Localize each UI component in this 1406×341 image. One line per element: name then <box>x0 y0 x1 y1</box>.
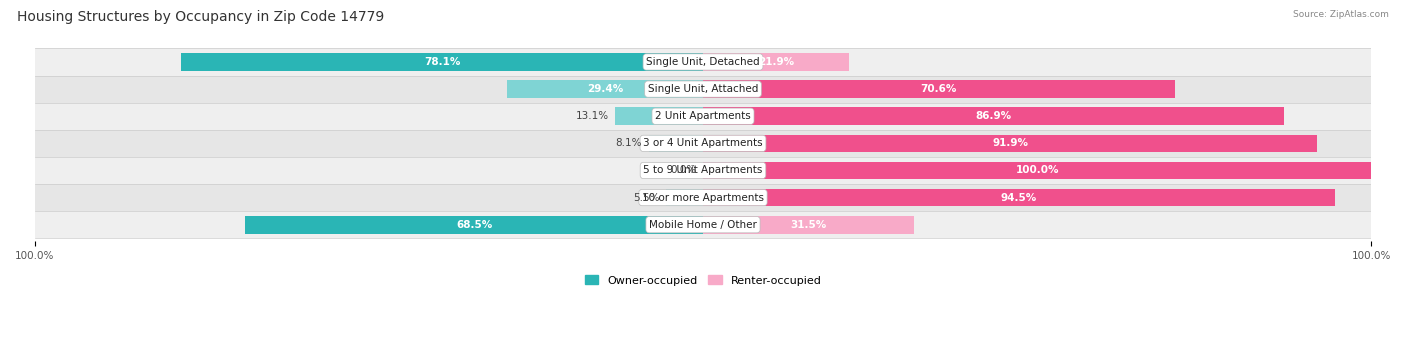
Text: 70.6%: 70.6% <box>921 84 957 94</box>
Bar <box>181 53 703 71</box>
Bar <box>35 75 1371 103</box>
Text: 100.0%: 100.0% <box>1015 165 1059 176</box>
Text: 68.5%: 68.5% <box>456 220 492 230</box>
Text: 2 Unit Apartments: 2 Unit Apartments <box>655 111 751 121</box>
Bar <box>666 189 703 206</box>
Bar <box>703 216 914 234</box>
Bar <box>35 103 1371 130</box>
Text: 13.1%: 13.1% <box>575 111 609 121</box>
Bar <box>245 216 703 234</box>
Text: 21.9%: 21.9% <box>758 57 794 67</box>
Bar <box>35 184 1371 211</box>
Text: Source: ZipAtlas.com: Source: ZipAtlas.com <box>1294 10 1389 19</box>
Legend: Owner-occupied, Renter-occupied: Owner-occupied, Renter-occupied <box>581 271 825 290</box>
Bar <box>35 130 1371 157</box>
Bar <box>703 189 1334 206</box>
Text: 94.5%: 94.5% <box>1001 193 1036 203</box>
Bar <box>703 134 1317 152</box>
Bar <box>703 162 1371 179</box>
Bar <box>35 157 1371 184</box>
Bar <box>648 134 703 152</box>
Text: 91.9%: 91.9% <box>993 138 1028 148</box>
Bar <box>703 107 1284 125</box>
Bar <box>35 48 1371 75</box>
Text: 0.0%: 0.0% <box>671 165 696 176</box>
Text: 8.1%: 8.1% <box>616 138 643 148</box>
Text: 78.1%: 78.1% <box>423 57 460 67</box>
Text: 86.9%: 86.9% <box>976 111 1011 121</box>
Text: 29.4%: 29.4% <box>586 84 623 94</box>
Text: Single Unit, Detached: Single Unit, Detached <box>647 57 759 67</box>
Bar <box>703 53 849 71</box>
Text: 31.5%: 31.5% <box>790 220 827 230</box>
Bar <box>616 107 703 125</box>
Text: Housing Structures by Occupancy in Zip Code 14779: Housing Structures by Occupancy in Zip C… <box>17 10 384 24</box>
Bar <box>35 211 1371 238</box>
Bar <box>506 80 703 98</box>
Text: Single Unit, Attached: Single Unit, Attached <box>648 84 758 94</box>
Text: 10 or more Apartments: 10 or more Apartments <box>643 193 763 203</box>
Text: Mobile Home / Other: Mobile Home / Other <box>650 220 756 230</box>
Text: 5.5%: 5.5% <box>633 193 659 203</box>
Text: 3 or 4 Unit Apartments: 3 or 4 Unit Apartments <box>643 138 763 148</box>
Text: 5 to 9 Unit Apartments: 5 to 9 Unit Apartments <box>644 165 762 176</box>
Bar <box>703 80 1175 98</box>
